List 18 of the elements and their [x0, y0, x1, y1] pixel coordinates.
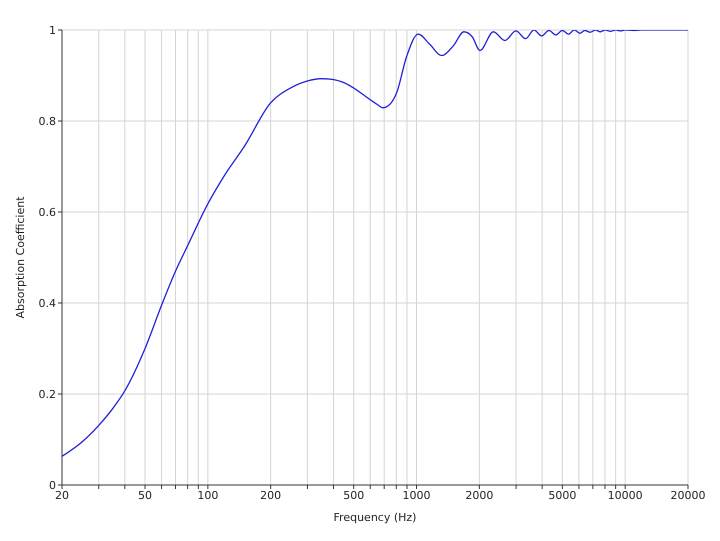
y-tick-label: 0.6	[38, 206, 56, 219]
x-tick-label: 1000	[402, 488, 431, 502]
x-tick-label: 5000	[548, 488, 576, 502]
x-tick-label: 100	[197, 488, 218, 502]
x-tick-label: 20000	[670, 488, 706, 502]
y-tick-label: 1	[49, 24, 56, 37]
x-tick-label: 20	[55, 488, 69, 502]
x-axis-title: Frequency (Hz)	[334, 511, 416, 524]
y-tick-label: 0	[49, 478, 56, 492]
y-tick-label: 0.4	[38, 296, 56, 310]
y-axis-title: Absorption Coefficient	[14, 196, 27, 319]
x-tick-label: 50	[138, 488, 152, 502]
x-tick-label: 10000	[608, 488, 643, 502]
x-tick-label: 500	[343, 488, 364, 502]
y-tick-label: 0.8	[38, 114, 56, 128]
x-tick-label: 200	[260, 488, 282, 502]
x-tick-label: 2000	[465, 488, 494, 502]
y-tick-label: 0.2	[38, 388, 56, 401]
